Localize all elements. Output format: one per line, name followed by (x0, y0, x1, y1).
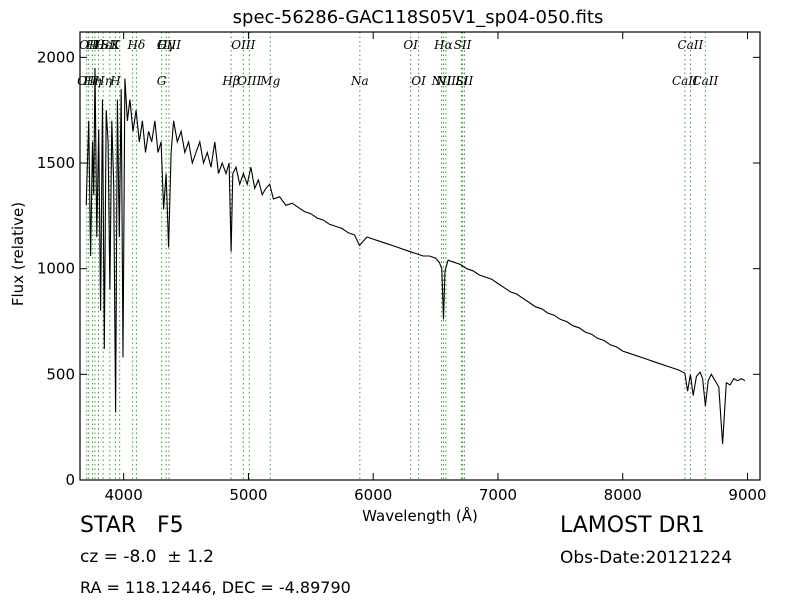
star-class-label: STAR F5 (80, 513, 184, 538)
line-markers (86, 32, 706, 480)
y-tick-label-4: 2000 (37, 48, 75, 66)
y-tick-label-0: 0 (65, 471, 75, 489)
line-label-top-1: OII (79, 38, 99, 52)
x-axis-label: Wavelength (Å) (362, 506, 478, 525)
line-label-bottom-0: OII (77, 74, 97, 88)
line-label-top-3: Hθ (85, 38, 104, 52)
line-label-top-22: Hα (433, 38, 453, 52)
line-label-bottom-29: CaII (692, 74, 718, 88)
line-label-top-19: OI (403, 38, 418, 52)
line-label-top-7: K (110, 38, 121, 52)
line-label-top-12: Hγ (156, 38, 175, 52)
line-label-bottom-14: Hβ (221, 74, 239, 88)
line-label-bottom-18: Na (350, 74, 369, 88)
x-tick-label-2: 6000 (354, 486, 392, 504)
line-label-bottom-17: Mg (259, 74, 280, 88)
plot-frame (79, 31, 761, 481)
line-label-bottom-11: G (157, 74, 167, 88)
x-tick-label-4: 8000 (604, 486, 642, 504)
obs-date-label: Obs-Date:20121224 (560, 548, 733, 568)
axis-ticks: 4000 5000 6000 7000 8000 9000 0 500 1000 1500 2000 (37, 32, 767, 504)
y-tick-label-1: 500 (46, 365, 75, 383)
x-tick-label-3: 7000 (479, 486, 517, 504)
line-label-top-25: SII (454, 38, 472, 52)
line-label-bottom-23: NII (435, 74, 456, 88)
line-label-bottom-5: Hη (93, 74, 112, 88)
survey-label: LAMOST DR1 (560, 513, 705, 538)
y-tick-label-3: 1500 (37, 154, 75, 172)
line-label-bottom-21: NII (431, 74, 452, 88)
line-label-bottom-24: Li (455, 74, 468, 88)
y-axis-label: Flux (relative) (9, 202, 27, 306)
y-tick-label-2: 1000 (37, 260, 75, 278)
chart-title: spec-56286-GAC118S05V1_sp04-050.fits (233, 7, 604, 28)
line-label-top-5: Hε (94, 38, 112, 52)
x-tick-label-5: 9000 (728, 486, 766, 504)
spectrum-series-line (85, 67, 746, 445)
line-label-bottom-26: SII (456, 74, 474, 88)
redshift-label: cz = -8.0 ± 1.2 (80, 547, 214, 567)
line-label-top-13: OIII (157, 38, 181, 52)
x-tick-label-1: 5000 (229, 486, 267, 504)
line-label-top-6: SII (101, 38, 119, 52)
line-marker-labels: OIIOIIHηHθHεHηSIIKHHδGHγOIIIHβOIIIOIIIMg… (77, 38, 718, 88)
coordinates-label: RA = 118.12446, DEC = -4.89790 (80, 578, 351, 597)
line-label-top-10: Hδ (127, 38, 146, 52)
line-label-bottom-27: CaII (672, 74, 698, 88)
line-label-top-15: OIII (231, 38, 255, 52)
x-tick-label-0: 4000 (105, 486, 143, 504)
line-label-top-28: CaII (677, 38, 703, 52)
line-label-bottom-16: OIII (237, 74, 261, 88)
line-label-bottom-2: Hη (83, 74, 102, 88)
line-label-bottom-7: H (109, 74, 121, 88)
line-label-bottom-20: OI (411, 74, 426, 88)
